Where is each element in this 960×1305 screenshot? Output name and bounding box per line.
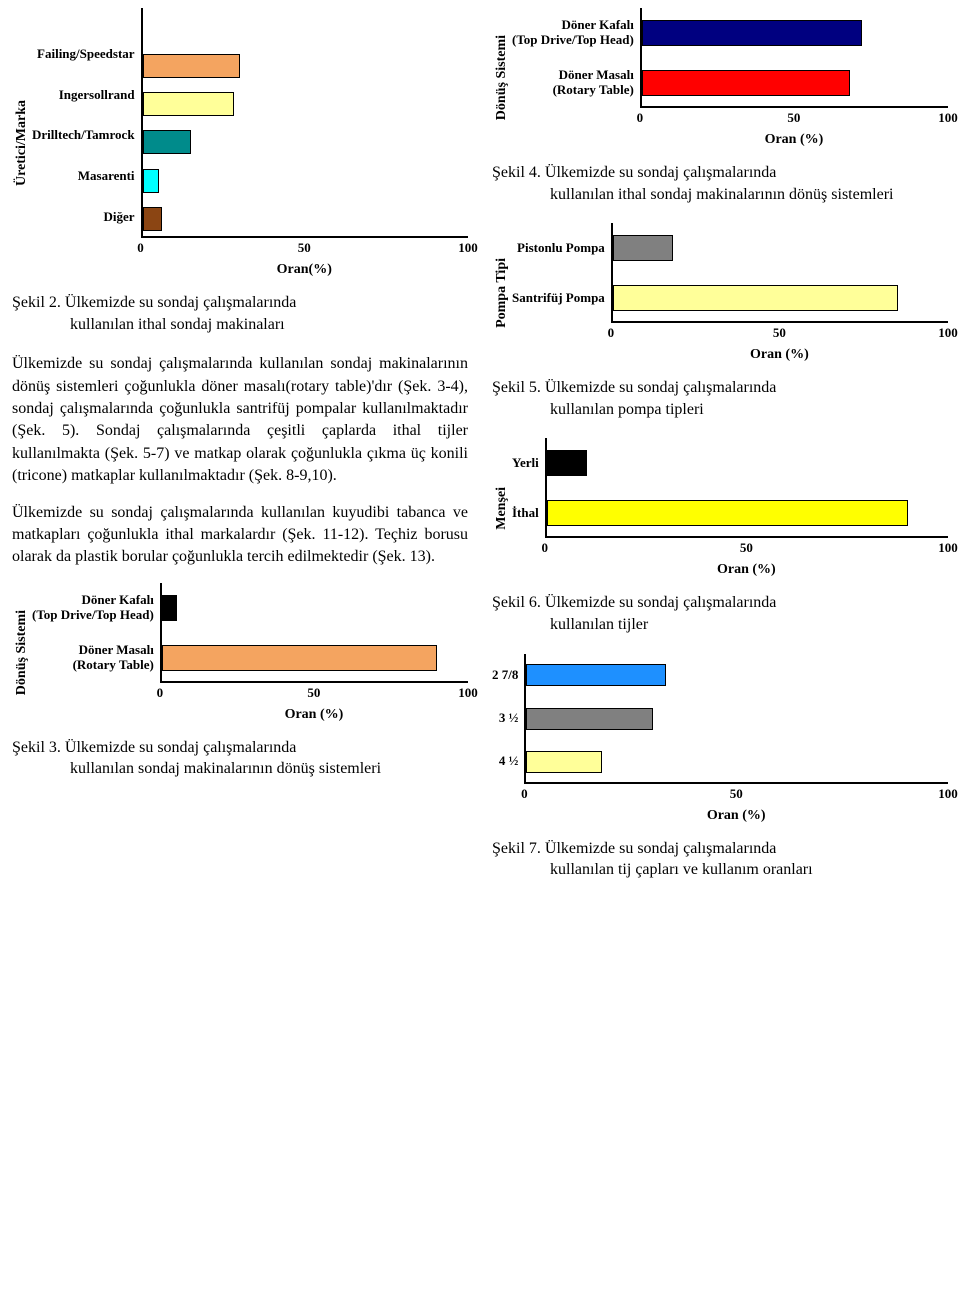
category-label: 4 ½: [492, 754, 518, 769]
caption-sekil-2: Şekil 2. Ülkemizde su sondaj çalışmaları…: [12, 292, 468, 335]
bar: [526, 751, 602, 773]
category-label: Ingersollrand: [32, 88, 135, 103]
caption-sekil-5-line1: Şekil 5. Ülkemizde su sondaj çalışmaları…: [492, 379, 776, 396]
x-tick: 0: [541, 540, 548, 556]
chart-6: MenşeiYerliİthal050100Oran (%): [492, 438, 948, 578]
x-axis-label: Oran(%): [141, 262, 468, 278]
chart-1: Üretici/Marka Failing/Speedstar Ingersollr…: [12, 8, 468, 278]
bar: [642, 70, 850, 96]
caption-sekil-3-line2: kullanılan sondaj makinalarının dönüş si…: [12, 758, 468, 780]
chart-5: Pompa TipiPistonlu Pompa Santrifüj Pompa 0…: [492, 223, 948, 363]
x-tick: 50: [730, 786, 743, 802]
category-label: Masarenti: [32, 169, 135, 184]
x-tick: 0: [137, 240, 144, 256]
caption-sekil-3: Şekil 3. Ülkemizde su sondaj çalışmaları…: [12, 737, 468, 780]
bar: [143, 207, 163, 231]
y-axis-label: Pompa Tipi: [492, 254, 512, 332]
caption-sekil-7: Şekil 7. Ülkemizde su sondaj çalışmaları…: [492, 838, 948, 881]
category-label: Yerli: [512, 456, 539, 471]
y-axis-label: Menşei: [492, 483, 512, 534]
bar: [143, 169, 159, 193]
x-axis-label: Oran (%): [524, 808, 948, 824]
x-tick: 0: [637, 110, 644, 126]
category-label: Döner Kafalı(Top Drive/Top Head): [32, 593, 154, 623]
category-label: Döner Masalı(Rotary Table): [512, 68, 634, 98]
bar: [162, 595, 177, 621]
x-tick: 0: [157, 685, 164, 701]
chart-3: Dönüş SistemiDöner Kafalı(Top Drive/Top …: [12, 583, 468, 723]
bar: [143, 92, 234, 116]
bar: [613, 235, 673, 261]
caption-sekil-2-line2: kullanılan ithal sondaj makinaları: [12, 314, 468, 336]
right-column: Dönüş SistemiDöner Kafalı(Top Drive/Top …: [492, 8, 948, 899]
plot-area: [524, 654, 948, 784]
caption-sekil-6-line1: Şekil 6. Ülkemizde su sondaj çalışmaları…: [492, 594, 776, 611]
y-axis-label: Dönüş Sistemi: [492, 31, 512, 124]
plot-area: [545, 438, 948, 538]
paragraph-2: Ülkemizde su sondaj çalışmalarında kulla…: [12, 502, 468, 569]
bar: [547, 450, 587, 476]
x-tick: 100: [458, 685, 478, 701]
caption-sekil-6-line2: kullanılan tijler: [492, 614, 948, 636]
category-label: Failing/Speedstar: [32, 47, 135, 62]
y-axis-label: Dönüş Sistemi: [12, 606, 32, 699]
category-label: Döner Kafalı(Top Drive/Top Head): [512, 18, 634, 48]
bar: [143, 130, 192, 154]
bar: [526, 708, 652, 730]
page-grid: Üretici/Marka Failing/Speedstar Ingersollr…: [12, 8, 948, 899]
caption-sekil-7-line2: kullanılan tij çapları ve kullanım oranl…: [492, 859, 948, 881]
x-tick: 50: [787, 110, 800, 126]
left-column: Üretici/Marka Failing/Speedstar Ingersollr…: [12, 8, 468, 899]
caption-sekil-2-line1: Şekil 2. Ülkemizde su sondaj çalışmaları…: [12, 294, 296, 311]
x-tick: 100: [458, 240, 478, 256]
bar: [642, 20, 862, 46]
category-label: 3 ½: [492, 711, 518, 726]
caption-sekil-6: Şekil 6. Ülkemizde su sondaj çalışmaları…: [492, 592, 948, 635]
y-axis-label: Üretici/Marka: [12, 96, 32, 190]
x-tick: 0: [608, 325, 615, 341]
x-tick: 100: [938, 325, 958, 341]
caption-sekil-5: Şekil 5. Ülkemizde su sondaj çalışmaları…: [492, 377, 948, 420]
category-label: Santrifüj Pompa: [512, 291, 605, 306]
x-tick: 50: [298, 240, 311, 256]
plot-area: [141, 8, 468, 238]
x-axis-label: Oran (%): [611, 347, 948, 363]
caption-sekil-4-line2: kullanılan ithal sondaj makinalarının dö…: [492, 184, 948, 206]
category-label: İthal: [512, 506, 539, 521]
x-tick: 100: [938, 786, 958, 802]
category-label: Pistonlu Pompa: [512, 241, 605, 256]
x-tick: 100: [938, 540, 958, 556]
bar: [547, 500, 908, 526]
category-label: Diğer: [32, 210, 135, 225]
caption-sekil-4: Şekil 4. Ülkemizde su sondaj çalışmaları…: [492, 162, 948, 205]
x-tick: 50: [307, 685, 320, 701]
plot-area: [160, 583, 468, 683]
chart-4: Dönüş SistemiDöner Kafalı(Top Drive/Top …: [492, 8, 948, 148]
bar: [526, 664, 665, 686]
category-label: Drilltech/Tamrock: [32, 128, 135, 143]
x-tick: 50: [773, 325, 786, 341]
x-tick: 0: [521, 786, 528, 802]
bar: [162, 645, 438, 671]
caption-sekil-4-line1: Şekil 4. Ülkemizde su sondaj çalışmaları…: [492, 164, 776, 181]
x-axis-label: Oran (%): [640, 132, 948, 148]
caption-sekil-3-line1: Şekil 3. Ülkemizde su sondaj çalışmaları…: [12, 739, 296, 756]
paragraph-1: Ülkemizde su sondaj çalışmalarında kulla…: [12, 353, 468, 487]
x-tick: 50: [740, 540, 753, 556]
bar: [613, 285, 898, 311]
x-axis-label: Oran (%): [545, 562, 948, 578]
caption-sekil-5-line2: kullanılan pompa tipleri: [492, 399, 948, 421]
plot-area: [611, 223, 948, 323]
x-tick: 100: [938, 110, 958, 126]
chart-7: 2 7/83 ½4 ½050100Oran (%): [492, 654, 948, 824]
plot-area: [640, 8, 948, 108]
x-axis-label: Oran (%): [160, 707, 468, 723]
caption-sekil-7-line1: Şekil 7. Ülkemizde su sondaj çalışmaları…: [492, 840, 776, 857]
category-label: 2 7/8: [492, 668, 518, 683]
category-label: Döner Masalı(Rotary Table): [32, 643, 154, 673]
bar: [143, 54, 241, 78]
